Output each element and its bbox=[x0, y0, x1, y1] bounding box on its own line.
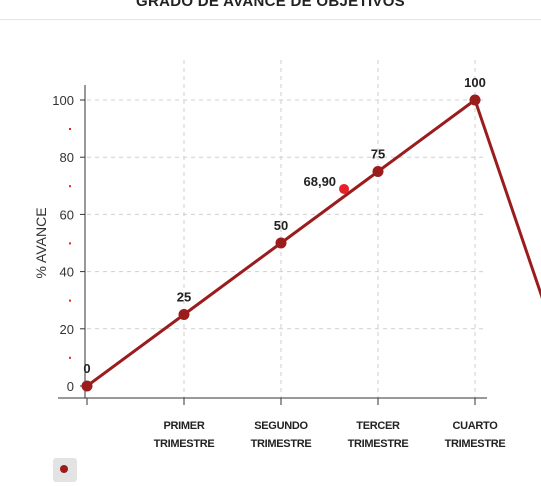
y-tick-label: 40 bbox=[60, 265, 74, 280]
data-label: 50 bbox=[274, 218, 288, 233]
x-category-label: CUARTO TRIMESTRE bbox=[445, 420, 506, 450]
data-label: 100 bbox=[464, 75, 486, 90]
axis-mark-dot bbox=[69, 356, 71, 359]
y-tick-label: 100 bbox=[52, 93, 74, 108]
legend-marker[interactable] bbox=[53, 458, 77, 482]
y-axis-title: % AVANCE bbox=[33, 207, 49, 278]
title-divider bbox=[0, 19, 541, 20]
data-point bbox=[469, 94, 481, 106]
x-category-label: SEGUNDO TRIMESTRE bbox=[251, 420, 312, 450]
y-tick-label: 20 bbox=[60, 322, 74, 337]
data-point bbox=[372, 166, 384, 177]
data-label: 0 bbox=[83, 361, 90, 376]
axis-mark-dot bbox=[69, 242, 71, 245]
axis-mark-dot bbox=[69, 128, 71, 130]
axis-mark-dot bbox=[69, 299, 71, 302]
axis-mark-dot bbox=[69, 185, 71, 188]
data-label: 25 bbox=[177, 290, 191, 305]
data-point bbox=[275, 237, 287, 249]
data-point bbox=[81, 380, 93, 392]
series-drop-line bbox=[473, 99, 541, 299]
red-dot-icon bbox=[60, 465, 68, 473]
y-tick-label: 0 bbox=[67, 379, 74, 394]
y-tick-label: 80 bbox=[60, 150, 74, 165]
y-tick-label: 60 bbox=[60, 207, 74, 222]
current-progress-point bbox=[339, 183, 350, 194]
x-category-label: PRIMER TRIMESTRE bbox=[154, 420, 215, 450]
data-point bbox=[178, 309, 190, 320]
current-progress-label: 68,90 bbox=[304, 174, 337, 189]
data-label: 75 bbox=[371, 147, 385, 162]
chart-title: GRADO DE AVANCE DE OBJETIVOS bbox=[136, 0, 405, 10]
x-category-label: TERCER TRIMESTRE bbox=[348, 420, 409, 450]
